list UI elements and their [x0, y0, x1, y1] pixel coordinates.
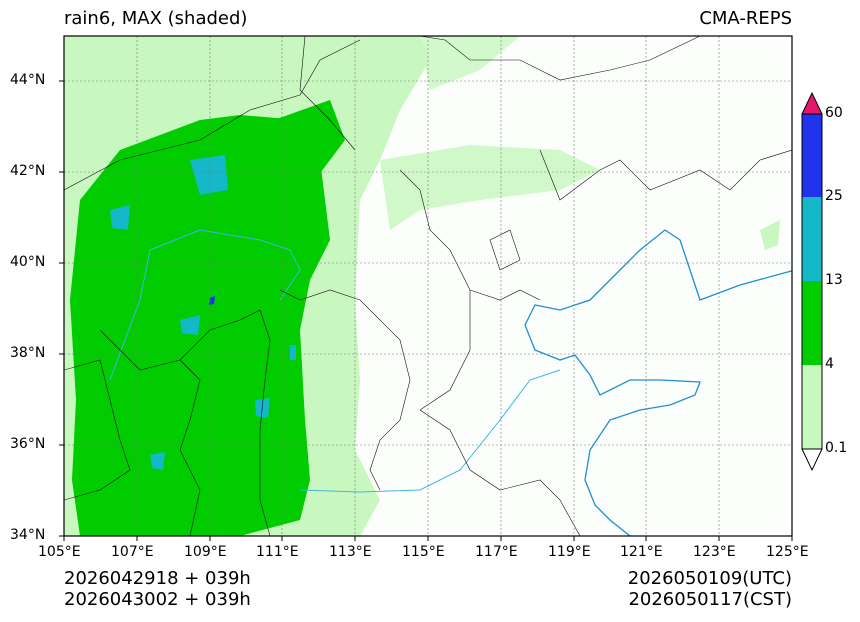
colorbar-bin-13-25	[802, 197, 822, 281]
colorbar-bin-0.1-4	[802, 365, 822, 449]
river-lower	[299, 369, 561, 493]
colorbar-bin-4-13	[802, 281, 822, 365]
x-tick-label: 105°E	[38, 544, 81, 560]
colorbar-over-arrow	[801, 91, 823, 115]
model-name: CMA-REPS	[699, 8, 792, 29]
gridlines	[64, 36, 792, 536]
colorbar-label: 25	[825, 188, 843, 204]
rain-shade-heavy	[110, 155, 296, 470]
rain-shade-very-heavy	[209, 296, 215, 305]
colorbar-label: 4	[825, 356, 834, 372]
x-tick-label: 125°E	[766, 544, 809, 560]
y-tick-label: 44°N	[10, 72, 46, 88]
x-tick-label: 113°E	[329, 544, 372, 560]
colorbar-bin-25-60	[802, 114, 822, 197]
x-tick-label: 119°E	[548, 544, 591, 560]
init-time-cst: 2026043002 + 039h	[64, 589, 251, 610]
colorbar-label: 13	[825, 272, 843, 288]
valid-time-cst: 2026050117(CST)	[628, 589, 792, 610]
x-tick-label: 123°E	[693, 544, 736, 560]
river-yellow	[109, 229, 301, 381]
y-tick-label: 38°N	[10, 345, 46, 361]
x-tick-label: 121°E	[620, 544, 663, 560]
x-tick-label: 111°E	[256, 544, 299, 560]
x-tick-label: 107°E	[111, 544, 154, 560]
province-boundaries	[64, 36, 792, 536]
init-time-utc: 2026042918 + 039h	[64, 568, 251, 589]
x-tick-label: 109°E	[184, 544, 227, 560]
y-tick-label: 40°N	[10, 254, 46, 270]
y-tick-label: 42°N	[10, 163, 46, 179]
rain-shade-moderate	[70, 100, 345, 536]
x-tick-label: 115°E	[402, 544, 445, 560]
tick-marks	[59, 80, 793, 541]
colorbar-label: 0.1	[825, 440, 848, 456]
colorbar-label: 60	[825, 105, 843, 121]
map-title: rain6, MAX (shaded)	[64, 8, 248, 29]
x-tick-label: 117°E	[475, 544, 518, 560]
y-tick-label: 34°N	[10, 527, 46, 543]
colorbar-frame	[801, 113, 823, 450]
coastline	[524, 229, 792, 536]
colorbar	[801, 91, 823, 472]
valid-time-utc: 2026050109(UTC)	[627, 568, 792, 589]
colorbar-under-arrow	[801, 448, 823, 472]
y-tick-label: 36°N	[10, 436, 46, 452]
